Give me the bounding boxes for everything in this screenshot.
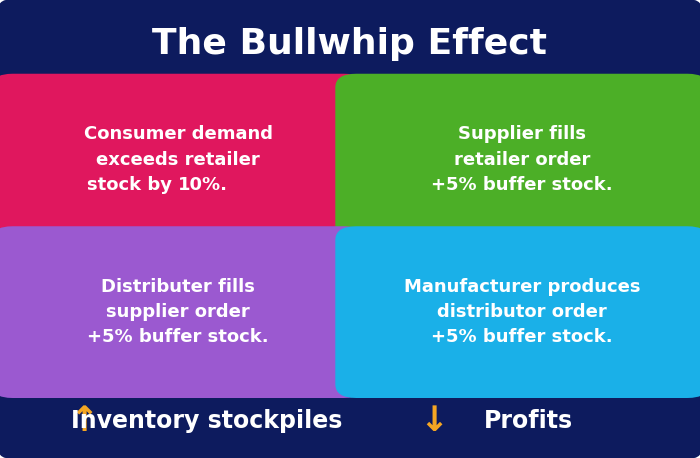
- Text: Inventory stockpiles: Inventory stockpiles: [71, 409, 342, 433]
- Text: stock by: stock by: [87, 176, 178, 194]
- FancyBboxPatch shape: [0, 74, 365, 245]
- FancyBboxPatch shape: [335, 226, 700, 398]
- Text: retailer order: retailer order: [454, 151, 590, 169]
- Text: ↓: ↓: [419, 404, 449, 438]
- Text: Supplier fills: Supplier fills: [458, 125, 586, 143]
- Text: 10%.: 10%.: [178, 176, 228, 194]
- Text: Manufacturer produces: Manufacturer produces: [404, 278, 640, 296]
- FancyBboxPatch shape: [0, 0, 700, 88]
- Text: Consumer demand: Consumer demand: [84, 125, 272, 143]
- Text: +5% buffer stock.: +5% buffer stock.: [431, 176, 612, 194]
- Text: The Bullwhip Effect: The Bullwhip Effect: [153, 27, 547, 61]
- Text: distributor order: distributor order: [437, 303, 607, 321]
- Text: +5% buffer stock.: +5% buffer stock.: [88, 328, 269, 346]
- FancyBboxPatch shape: [0, 383, 700, 458]
- Text: supplier order: supplier order: [106, 303, 250, 321]
- Text: ↑: ↑: [69, 404, 99, 438]
- FancyBboxPatch shape: [0, 226, 365, 398]
- Text: exceeds retailer: exceeds retailer: [97, 151, 260, 169]
- Text: Distributer fills: Distributer fills: [102, 278, 255, 296]
- Text: +5% buffer stock.: +5% buffer stock.: [431, 328, 612, 346]
- Text: Profits: Profits: [484, 409, 573, 433]
- FancyBboxPatch shape: [335, 74, 700, 245]
